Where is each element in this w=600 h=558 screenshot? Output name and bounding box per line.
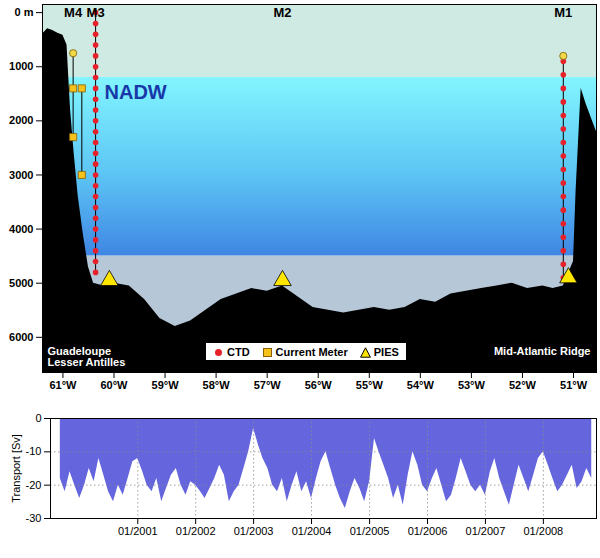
svg-text:01/2001: 01/2001 [118, 525, 158, 537]
svg-text:4000: 4000 [9, 223, 33, 235]
svg-text:55°W: 55°W [356, 379, 384, 391]
svg-text:GuadeloupeLesser Antilles: GuadeloupeLesser Antilles [48, 345, 126, 368]
svg-text:M4: M4 [64, 5, 83, 20]
svg-text:Mid-Atlantic Ridge: Mid-Atlantic Ridge [494, 345, 591, 357]
svg-text:01/2004: 01/2004 [292, 525, 332, 537]
svg-text:61°W: 61°W [49, 379, 77, 391]
svg-text:Transport [Sv]: Transport [Sv] [10, 434, 22, 503]
svg-text:57°W: 57°W [254, 379, 282, 391]
svg-text:-30: -30 [26, 512, 42, 524]
svg-text:0 m: 0 m [15, 6, 34, 18]
svg-text:51°W: 51°W [560, 379, 588, 391]
svg-text:01/2006: 01/2006 [408, 525, 448, 537]
svg-text:58°W: 58°W [203, 379, 231, 391]
svg-text:59°W: 59°W [152, 379, 180, 391]
svg-text:M1: M1 [554, 5, 572, 20]
svg-text:5000: 5000 [9, 277, 33, 289]
svg-text:01/2005: 01/2005 [350, 525, 390, 537]
svg-text:-10: -10 [26, 445, 42, 457]
svg-text:54°W: 54°W [407, 379, 435, 391]
svg-text:1000: 1000 [9, 60, 33, 72]
svg-text:NADW: NADW [105, 81, 167, 103]
svg-text:01/2007: 01/2007 [466, 525, 506, 537]
svg-text:56°W: 56°W [305, 379, 333, 391]
html-text:PIES: PIES [373, 345, 399, 358]
svg-text:53°W: 53°W [458, 379, 486, 391]
html-text:CTD: CTD [227, 345, 250, 358]
svg-text:6000: 6000 [9, 331, 33, 343]
svg-text:01/2002: 01/2002 [176, 525, 216, 537]
svg-text:3000: 3000 [9, 168, 33, 180]
svg-text:60°W: 60°W [100, 379, 128, 391]
svg-text:0: 0 [35, 412, 41, 424]
svg-text:M2: M2 [273, 5, 291, 20]
svg-text:-20: -20 [26, 479, 42, 491]
html-text:Current Meter: Current Meter [275, 345, 348, 358]
svg-text:2000: 2000 [9, 114, 33, 126]
svg-text:01/2008: 01/2008 [523, 525, 563, 537]
svg-text:01/2003: 01/2003 [234, 525, 274, 537]
svg-text:M3: M3 [87, 5, 105, 20]
svg-text:52°W: 52°W [509, 379, 537, 391]
